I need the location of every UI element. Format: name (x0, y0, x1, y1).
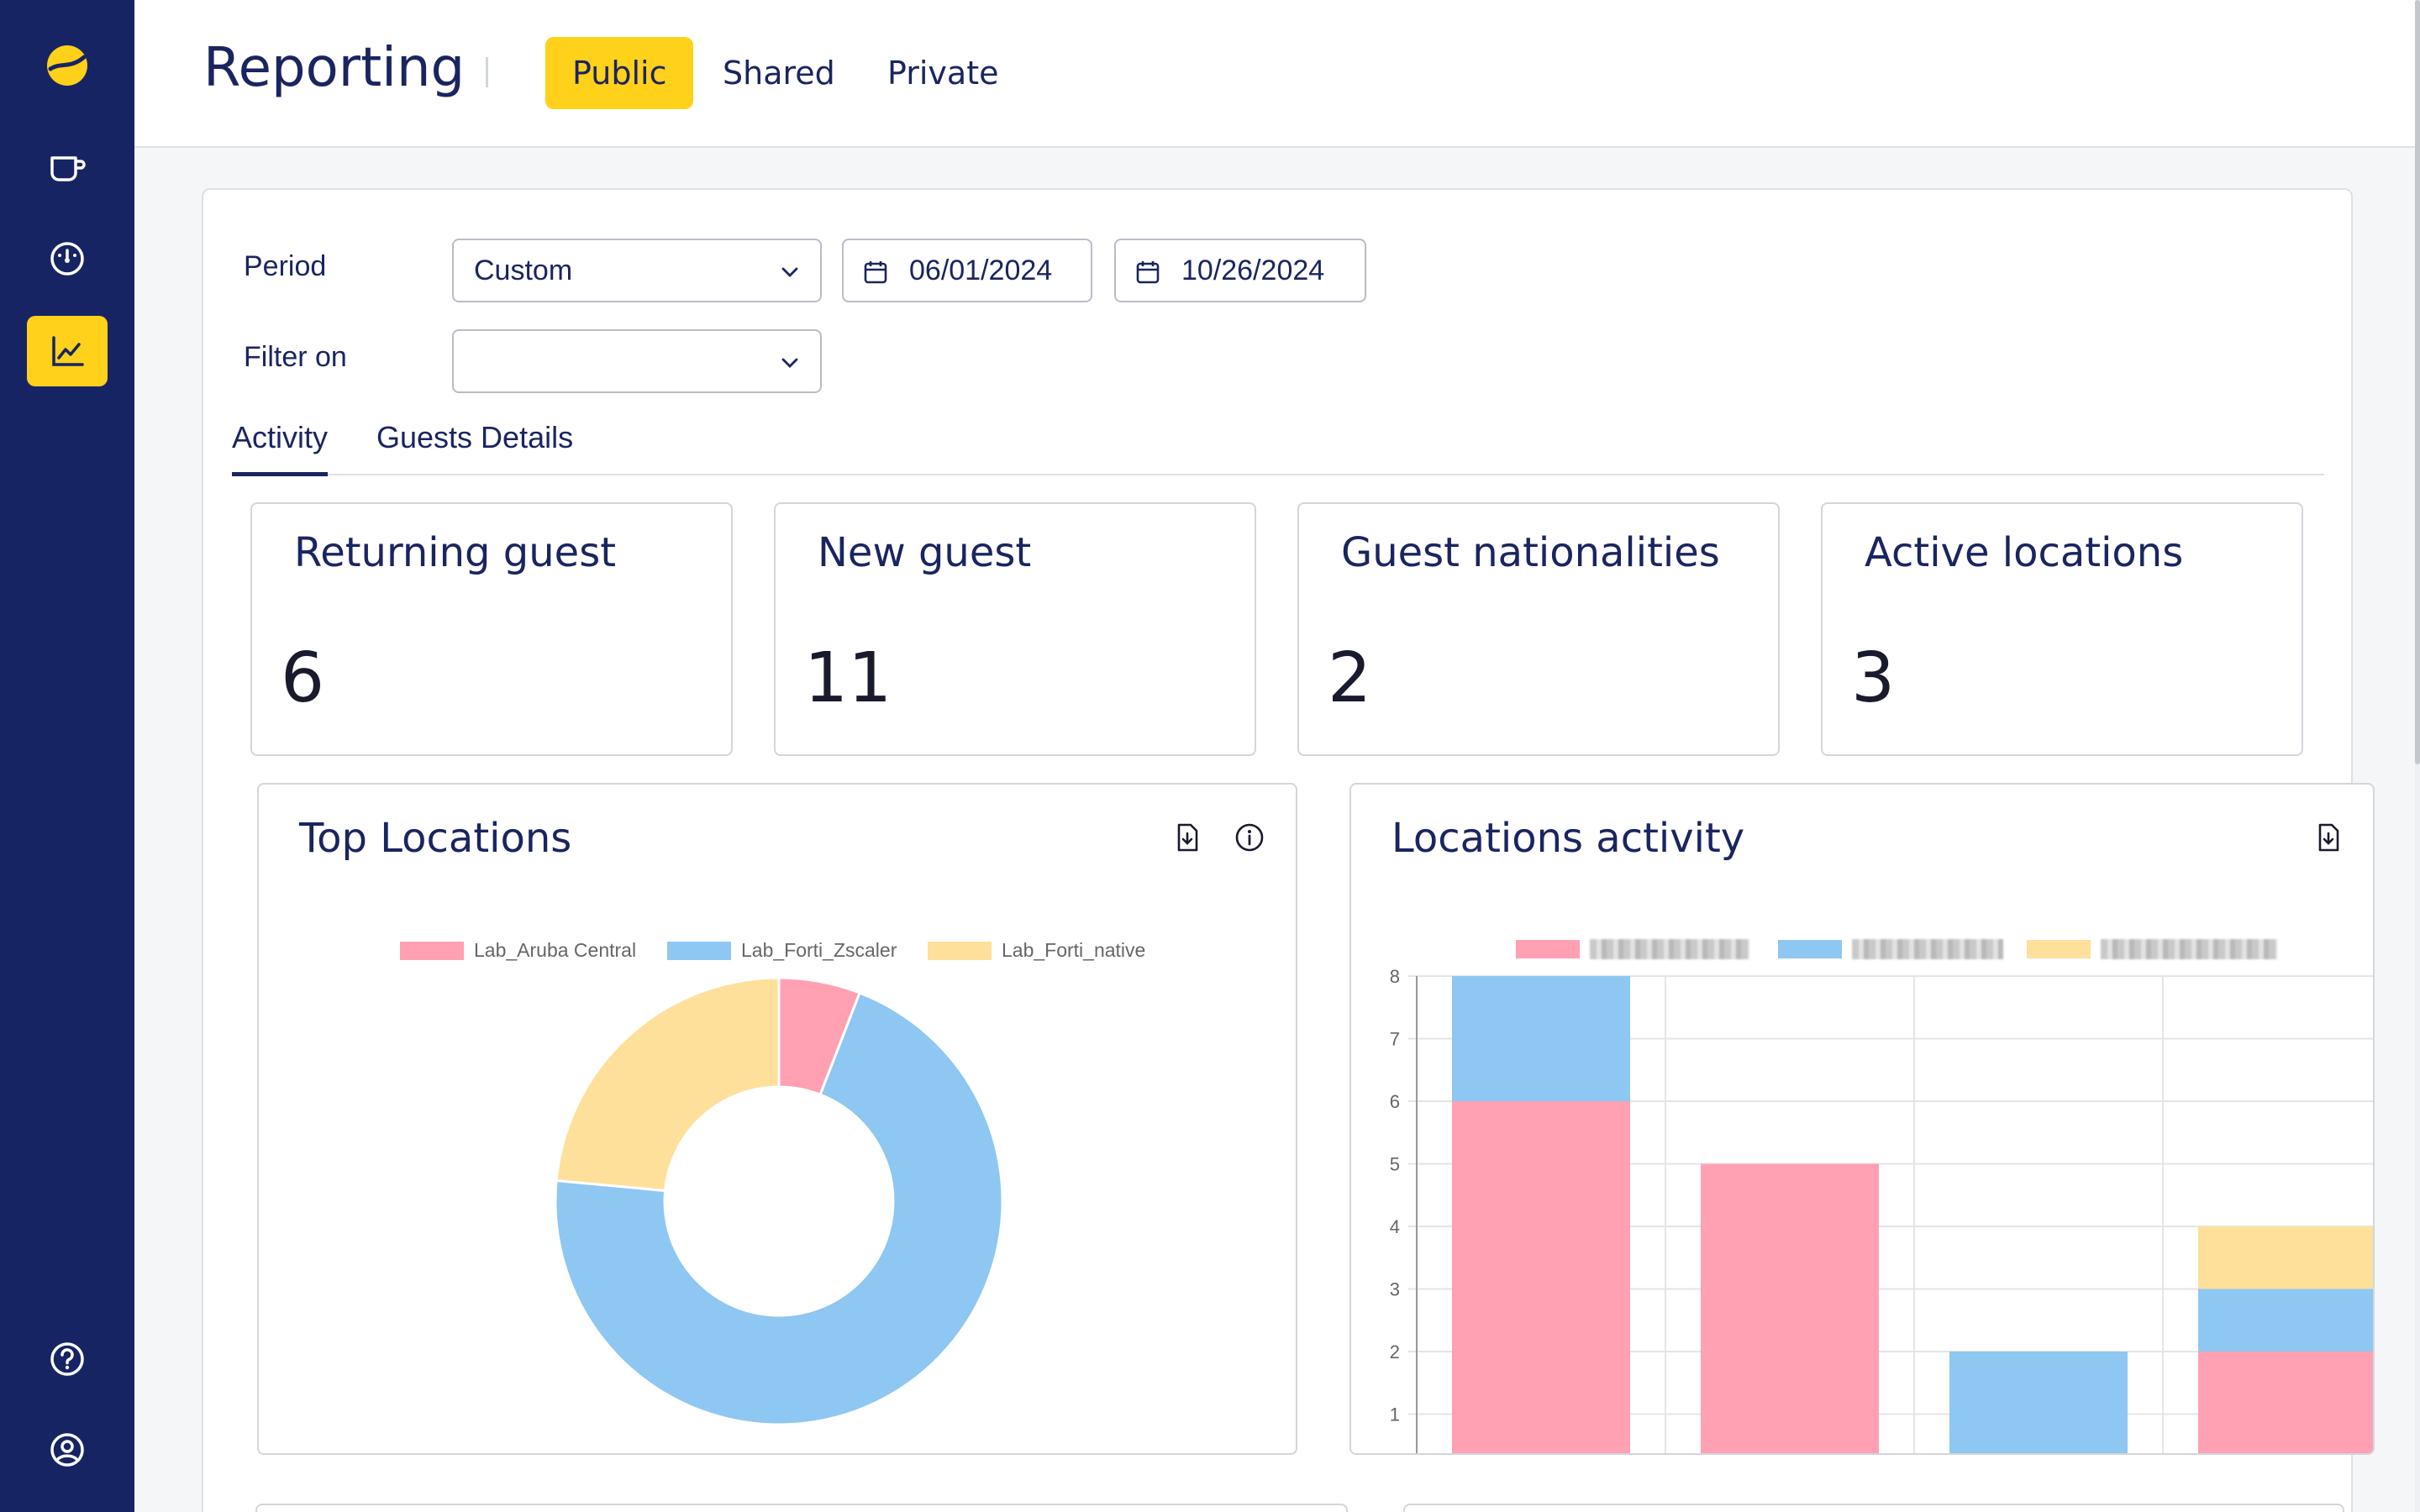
chevron-down-icon (781, 358, 798, 368)
sidebar-item-reporting[interactable] (27, 316, 108, 386)
tab-guests-details[interactable]: Guests Details (376, 420, 574, 454)
chart-line-icon (52, 336, 84, 366)
kpi-value: 3 (1851, 638, 1896, 718)
kpi-card-guest-nationalities: Guest nationalities 2 (1297, 502, 1780, 756)
scrollbar-thumb[interactable] (2415, 0, 2420, 764)
tab-activity[interactable]: Activity (232, 420, 329, 476)
y-tick-label: 3 (1390, 1279, 1400, 1300)
report-subtabs: Activity Guests Details (232, 417, 2324, 476)
bar-segment[interactable] (1452, 976, 1630, 1101)
page-title: Reporting (203, 37, 466, 99)
calendar-icon (864, 261, 887, 284)
legend-item[interactable] (2027, 939, 2277, 959)
next-card-stub (1403, 1504, 2344, 1512)
legend-swatch (1778, 940, 1842, 958)
start-date-input[interactable]: 06/01/2024 (842, 239, 1092, 302)
tab-public[interactable]: Public (545, 37, 694, 109)
kpi-value: 6 (281, 638, 325, 718)
end-date-input[interactable]: 10/26/2024 (1114, 239, 1366, 302)
help-icon (50, 1342, 84, 1376)
legend-label-redacted (1590, 939, 1749, 959)
legend-item[interactable] (1516, 939, 1749, 959)
sidebar-item-dashboard[interactable] (27, 223, 108, 294)
bar-segment[interactable] (2198, 1352, 2375, 1455)
kpi-title: Returning guest (294, 529, 617, 576)
brand-logo-icon (47, 45, 87, 86)
legend-swatch (400, 941, 464, 960)
legend-item[interactable]: Lab_Aruba Central (400, 939, 636, 962)
kpi-title: New guest (818, 529, 1032, 576)
kpi-card-returning-guest: Returning guest 6 (250, 502, 733, 756)
chevron-down-icon (781, 267, 798, 277)
kpi-card-active-locations: Active locations 3 (1821, 502, 2303, 756)
legend-item[interactable] (1778, 939, 2003, 959)
filter-select[interactable] (452, 329, 822, 393)
info-icon[interactable] (1234, 822, 1265, 853)
help-button[interactable] (27, 1324, 108, 1394)
period-label: Period (244, 250, 327, 282)
legend-swatch (2027, 940, 2091, 958)
title-divider (486, 57, 488, 87)
kpi-card-new-guest: New guest 11 (774, 502, 1256, 756)
donut-slice[interactable] (555, 976, 781, 1193)
period-select-value: Custom (474, 254, 573, 286)
top-locations-donut-chart (554, 976, 1004, 1426)
bar-segment[interactable] (2198, 1289, 2375, 1352)
tab-shared[interactable]: Shared (723, 55, 835, 92)
y-tick-label: 6 (1390, 1091, 1400, 1112)
report-panel: Period Custom 06/01/2024 10/26/2024 Filt… (202, 188, 2375, 1512)
export-file-icon[interactable] (1171, 822, 1203, 853)
legend-label: Lab_Forti_native (1002, 939, 1146, 961)
sidebar-item-venues[interactable] (27, 133, 108, 203)
legend-item[interactable]: Lab_Forti_Zscaler (667, 939, 897, 962)
kpi-value: 2 (1328, 638, 1372, 718)
y-tick-label: 5 (1390, 1154, 1400, 1175)
y-tick-label: 1 (1390, 1404, 1400, 1425)
donut-slice[interactable] (554, 991, 1004, 1426)
brand-logo[interactable] (27, 30, 108, 101)
period-select[interactable]: Custom (452, 239, 822, 302)
legend-label-redacted (2101, 939, 2277, 959)
bar-segment[interactable] (1452, 1101, 1630, 1455)
locations-activity-bar-chart: 012345678June 2024July 2024August 2024Se… (1390, 966, 2375, 1456)
kpi-value: 11 (804, 638, 892, 718)
card-title: Top Locations (299, 815, 572, 862)
end-date-value: 10/26/2024 (1181, 254, 1325, 286)
filter-label: Filter on (244, 341, 347, 373)
calendar-icon (1136, 261, 1160, 284)
page-header: Reporting Public Shared Private (134, 0, 2415, 148)
user-account-icon (50, 1433, 84, 1467)
user-account-button[interactable] (27, 1415, 108, 1485)
start-date-value: 06/01/2024 (909, 254, 1053, 286)
kpi-title: Guest nationalities (1341, 529, 1720, 576)
legend-label-redacted (1852, 939, 2003, 959)
top-locations-card: Top Locations Lab_Aruba Central Lab_Forti… (257, 783, 1297, 1455)
card-title: Locations activity (1392, 815, 1745, 862)
kpi-title: Active locations (1865, 529, 2184, 576)
tab-private[interactable]: Private (887, 55, 999, 92)
legend-item[interactable]: Lab_Forti_native (928, 939, 1145, 962)
legend-label: Lab_Forti_Zscaler (741, 939, 897, 961)
export-file-icon[interactable] (2312, 822, 2344, 853)
y-tick-label: 4 (1390, 1216, 1400, 1237)
bar-segment[interactable] (1701, 1163, 1879, 1456)
bar-segment[interactable] (1949, 1352, 2128, 1455)
legend-swatch (928, 941, 992, 960)
legend-swatch (1516, 940, 1580, 958)
legend-swatch (667, 941, 731, 960)
y-tick-label: 2 (1390, 1341, 1400, 1362)
cup-icon (50, 156, 86, 181)
dashboard-gauge-icon (50, 242, 84, 276)
bar-segment[interactable] (2198, 1226, 2375, 1289)
y-tick-label: 7 (1390, 1029, 1400, 1050)
legend-label: Lab_Aruba Central (474, 939, 637, 961)
sidebar (0, 0, 134, 1512)
y-tick-label: 8 (1390, 966, 1400, 987)
locations-activity-card: Locations activity 012345678June 2024Jul… (1349, 783, 2375, 1455)
next-card-stub (255, 1504, 1348, 1512)
